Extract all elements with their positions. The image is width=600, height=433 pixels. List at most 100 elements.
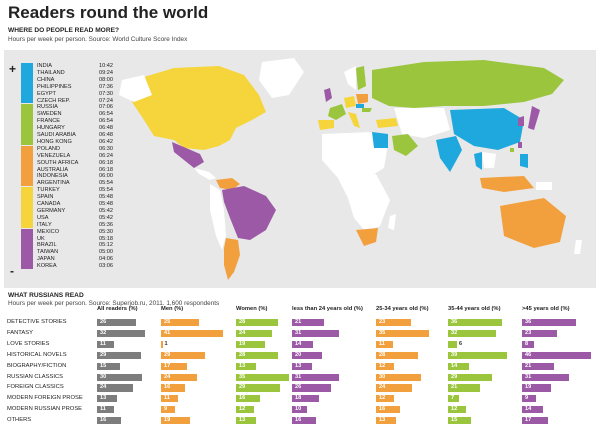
bar-value-label: 36 [451, 319, 458, 325]
map-region-korea [518, 116, 524, 126]
bar-value-label: 24 [164, 373, 171, 380]
legend-country-name: HUNGARY [37, 125, 65, 132]
bar: 26 [292, 384, 331, 392]
bar: 46 [522, 351, 591, 359]
bar: 21 [522, 362, 554, 370]
map-region-hungary [362, 108, 372, 112]
bar: 31 [292, 329, 339, 338]
legend-row: VENEZUELA 06:24 [37, 153, 117, 160]
bar-value-label: 36 [525, 319, 532, 325]
bar: 9 [522, 395, 536, 403]
bar: 14 [292, 340, 313, 348]
map-region-scandinavia [344, 66, 356, 90]
map-region-australia [500, 198, 566, 248]
legend-country-time: 10:42 [99, 63, 113, 69]
map-region-turkey [376, 118, 398, 128]
legend-country-name: PHILIPPINES [37, 83, 72, 90]
bar: 25 [161, 319, 199, 327]
bar-value-label: 13 [239, 362, 246, 369]
bar: 29 [448, 373, 492, 381]
bar-value-label: 20 [295, 351, 302, 358]
bar: 29 [97, 351, 141, 359]
map-region-hong-kong [510, 148, 514, 152]
legend-row: USA 05:42 [37, 215, 117, 222]
legend-row: CZECH REP. 07:24 [37, 98, 117, 105]
bar-value-label: 11 [100, 406, 106, 413]
map-region-central-asia [394, 108, 450, 138]
bar-value-label: 9 [525, 395, 529, 402]
legend-row: POLAND 06:30 [37, 146, 117, 153]
bar: 11 [376, 340, 393, 348]
map-region-france [328, 104, 346, 120]
map-region-south-america-west [210, 184, 226, 250]
map-region-philippines [520, 154, 528, 168]
bar-value-label: 26 [100, 319, 107, 325]
bar-value-label: 28 [379, 351, 386, 358]
legend-country-time: 06:00 [99, 173, 113, 180]
map-region-southeast-asia [482, 152, 496, 168]
legend-minus-symbol: - [10, 264, 14, 278]
bar-value-label: 24 [239, 329, 246, 336]
bar-value-label: 29 [100, 351, 107, 358]
bar: 35 [236, 373, 289, 381]
bar-value-label: 26 [295, 384, 302, 391]
bar-value-label: 13 [295, 362, 302, 369]
bar: 13 [376, 417, 396, 425]
bar-value-label: 7 [451, 395, 455, 402]
bar: 6 [448, 340, 462, 348]
legend-country-time: 05:48 [99, 201, 113, 207]
bar-value-label: 16 [100, 417, 107, 424]
legend-country-name: MEXICO [37, 228, 60, 235]
bar-value-label: 29 [239, 384, 246, 391]
column-header: All readers (%) [97, 306, 138, 312]
bar-value-label: 41 [164, 329, 171, 336]
bar-value-label: 28 [239, 351, 246, 358]
bar: 16 [376, 406, 400, 414]
legend-country-time: 06:18 [99, 166, 113, 173]
bar: 23 [376, 319, 411, 327]
map-region-north-america [132, 66, 266, 150]
legend-swatch-yellow [21, 187, 33, 228]
bar: 35 [376, 329, 429, 338]
bar: 15 [97, 362, 120, 370]
bar: 10 [292, 406, 307, 414]
legend-country-name: POLAND [37, 145, 61, 152]
world-map-panel: + - INDIA 10:42 THAILAND 09:24 CHINA 08:00 PHI… [4, 50, 596, 288]
category-label: FOREIGN CLASSICS [7, 384, 64, 391]
legend-country-name: RUSSIA [37, 104, 58, 111]
page-title: Readers round the world [8, 3, 209, 22]
legend-country-name: CANADA [37, 201, 61, 207]
bars-note: Hours per week per person. Source: Super… [8, 300, 220, 307]
bar-value-label: 28 [239, 319, 246, 325]
bar-value-label: 19 [164, 417, 171, 424]
bar-value-label: 31 [295, 373, 302, 380]
legend-country-time: 06:30 [99, 145, 113, 152]
bar: 24 [161, 373, 197, 381]
legend-country-name: SWEDEN [37, 111, 62, 118]
map-region-czech [356, 104, 364, 108]
legend-country-time: 05:36 [99, 221, 113, 228]
bar-value-label: 46 [525, 351, 532, 358]
bar-value-label: 14 [451, 362, 458, 369]
bar: 24 [236, 329, 272, 338]
legend-swatch-green [21, 104, 33, 145]
legend-country-time: 05:42 [99, 214, 113, 221]
bar: 11 [161, 395, 178, 403]
legend-row: EGYPT 07:30 [37, 91, 117, 98]
legend-country-name: SPAIN [37, 194, 54, 201]
legend-country-name: CHINA [37, 76, 55, 83]
bar-value-label: 12 [451, 406, 458, 413]
legend-row: MEXICO 05:30 [37, 229, 117, 236]
bar-value-label: 1 [164, 340, 168, 347]
bar: 15 [448, 417, 471, 425]
category-label: FANTASY [7, 329, 33, 336]
bar: 32 [97, 329, 145, 338]
bar: 20 [292, 351, 322, 359]
bar-value-label: 31 [295, 329, 302, 336]
bar: 30 [376, 373, 421, 381]
legend-row: SOUTH AFRICA 06:18 [37, 160, 117, 167]
bar: 7 [448, 395, 459, 403]
bar-value-label: 11 [164, 395, 170, 402]
map-region-sweden [356, 66, 366, 90]
bar: 24 [97, 384, 133, 392]
